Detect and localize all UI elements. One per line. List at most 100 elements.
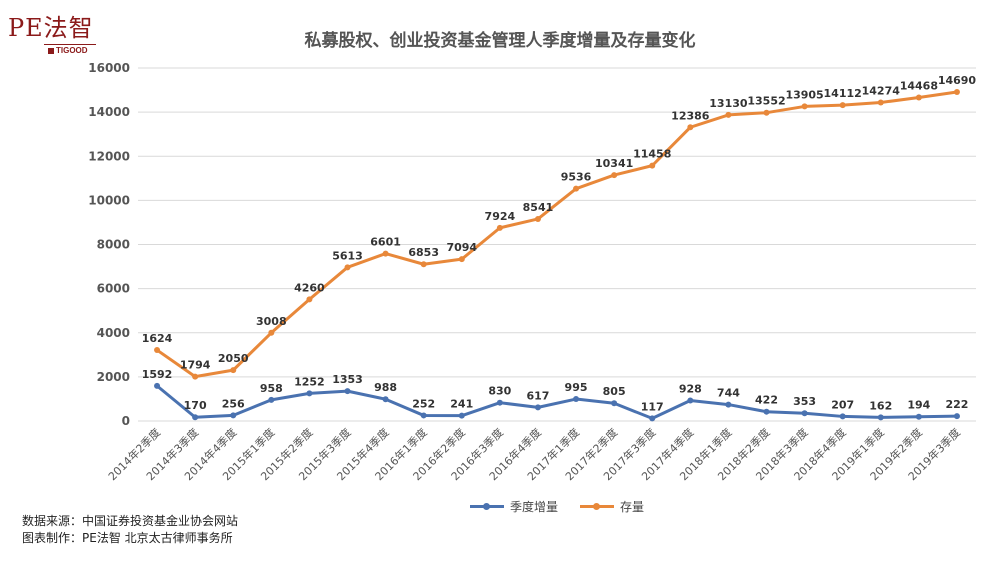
data-point: [268, 329, 275, 336]
data-point: [268, 396, 275, 403]
data-point: [458, 412, 465, 419]
data-point: [649, 162, 656, 169]
data-point: [496, 224, 503, 231]
data-label: 14690: [938, 74, 977, 87]
data-label: 2050: [218, 352, 249, 365]
data-point: [801, 103, 808, 110]
data-label: 14112: [824, 87, 862, 100]
data-point: [953, 413, 960, 420]
data-label: 4260: [294, 281, 325, 294]
data-point: [725, 401, 732, 408]
data-point: [839, 413, 846, 420]
data-label: 162: [869, 399, 892, 412]
data-point: [496, 399, 503, 406]
data-label: 13552: [747, 95, 785, 108]
data-point: [839, 102, 846, 109]
data-point: [534, 215, 541, 222]
data-point: [915, 413, 922, 420]
data-label: 744: [717, 387, 740, 400]
y-tick-label: 8000: [97, 238, 130, 252]
data-point: [420, 412, 427, 419]
footer-source: 数据来源：中国证券投资基金业协会网站: [22, 514, 239, 528]
data-label: 422: [755, 394, 778, 407]
logo-subtext: TIGOOD: [48, 46, 88, 55]
data-label: 13130: [709, 97, 748, 110]
data-label: 207: [831, 398, 854, 411]
data-label: 8541: [523, 201, 554, 214]
data-label: 7094: [446, 241, 477, 254]
data-point: [649, 415, 656, 422]
data-label: 958: [260, 382, 283, 395]
y-tick-label: 16000: [88, 61, 130, 75]
data-label: 241: [450, 398, 473, 411]
data-label: 13905: [785, 88, 823, 101]
y-tick-label: 10000: [88, 193, 130, 207]
data-label: 117: [641, 400, 664, 413]
legend-swatch-stock: [580, 503, 615, 510]
y-tick-label: 4000: [97, 326, 130, 340]
data-point: [763, 408, 770, 415]
data-label: 12386: [671, 109, 710, 122]
footer-credit: 图表制作：PE法智 北京太古律师事务所: [22, 531, 233, 545]
data-label: 14468: [900, 80, 938, 93]
data-label: 1353: [332, 373, 363, 386]
data-point: [877, 414, 884, 421]
data-point: [458, 256, 465, 263]
data-point: [573, 185, 580, 192]
logo-subtext-label: TIGOOD: [56, 46, 88, 55]
data-label: 9536: [561, 171, 592, 184]
data-point: [687, 397, 694, 404]
legend-item-stock: 存量: [580, 498, 644, 515]
data-label: 252: [412, 397, 435, 410]
data-label: 194: [907, 399, 930, 412]
brand-logo: PE法智 TIGOOD: [8, 4, 98, 55]
data-point: [230, 367, 237, 374]
data-point: [915, 94, 922, 101]
data-point: [154, 347, 161, 354]
data-point: [534, 404, 541, 411]
data-label: 1624: [142, 332, 173, 345]
data-point: [420, 261, 427, 268]
logo-square-icon: [48, 48, 54, 54]
data-point: [306, 390, 313, 397]
y-tick-label: 6000: [97, 282, 130, 296]
data-label: 222: [945, 398, 968, 411]
data-label: 617: [526, 389, 549, 402]
footer-notes: 数据来源：中国证券投资基金业协会网站 图表制作：PE法智 北京太古律师事务所: [22, 513, 238, 547]
data-label: 256: [222, 397, 245, 410]
data-label: 1794: [180, 359, 211, 372]
data-point: [382, 250, 389, 257]
data-point: [230, 412, 237, 419]
data-label: 928: [679, 383, 702, 396]
legend-item-increment: 季度增量: [470, 498, 558, 515]
y-tick-label: 0: [122, 414, 130, 428]
legend-marker-increment: [483, 503, 490, 510]
chart-legend: 季度增量 存量: [470, 498, 644, 515]
data-label: 7924: [485, 210, 516, 223]
legend-label-stock: 存量: [620, 500, 645, 514]
data-label: 830: [488, 385, 511, 398]
data-point: [763, 109, 770, 116]
data-label: 14274: [862, 85, 901, 98]
data-point: [306, 296, 313, 303]
y-tick-label: 14000: [88, 105, 130, 119]
series-line-1: [156, 90, 958, 379]
data-point: [382, 396, 389, 403]
logo-text: PE法智: [8, 14, 94, 42]
data-point: [953, 89, 960, 96]
data-label: 353: [793, 395, 816, 408]
data-label: 988: [374, 381, 397, 394]
data-label: 3008: [256, 315, 287, 328]
data-label: 170: [184, 399, 207, 412]
data-point: [611, 172, 618, 179]
legend-marker-stock: [593, 503, 601, 510]
chart-title: 私募股权、创业投资基金管理人季度增量及存量变化: [304, 31, 696, 51]
data-point: [154, 382, 161, 389]
data-label: 1592: [142, 368, 173, 381]
data-label: 10341: [595, 157, 633, 170]
legend-label-increment: 季度增量: [510, 500, 559, 514]
data-point: [344, 264, 351, 271]
data-point: [344, 388, 351, 395]
data-point: [611, 400, 618, 407]
